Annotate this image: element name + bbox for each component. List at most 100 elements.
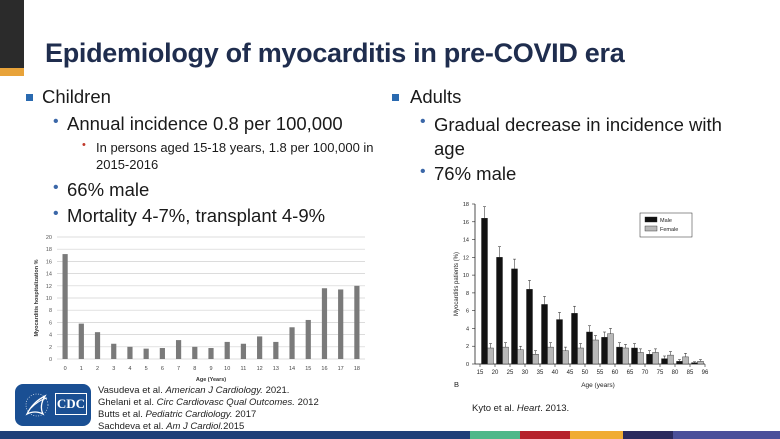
corner-decoration — [0, 0, 24, 68]
bar-male — [526, 289, 533, 365]
x-tick-label: 18 — [354, 366, 360, 372]
children-heading: Children — [42, 86, 111, 107]
bar-female — [547, 346, 554, 365]
x-tick-label: 8 — [193, 366, 196, 372]
footer-color-bar — [0, 431, 780, 439]
bar-male — [571, 313, 578, 365]
y-tick-label: 8 — [49, 308, 52, 314]
bar-female — [517, 349, 524, 365]
sub-bullet-teen-incidence: In persons aged 15-18 years, 1.8 per 100… — [96, 140, 374, 172]
bullet-dot-icon: • — [420, 113, 426, 130]
y-tick-label: 2 — [49, 345, 52, 351]
y-tick-label: 0 — [466, 362, 469, 368]
x-axis-title: Age (years) — [581, 382, 615, 389]
y-tick-label: 10 — [463, 273, 469, 279]
bar — [175, 340, 182, 359]
x-tick-label: 3 — [112, 366, 115, 372]
y-tick-label: 4 — [466, 326, 469, 332]
bar — [192, 346, 198, 359]
y-tick-label: 6 — [49, 320, 52, 326]
x-tick-label: 2 — [96, 366, 99, 372]
bar-male — [691, 362, 698, 365]
bar-female — [577, 347, 584, 365]
bar-male — [646, 354, 653, 365]
x-tick-label: 25 — [507, 370, 514, 376]
x-tick-label: 15 — [477, 370, 484, 376]
legend-swatch — [644, 225, 658, 232]
y-tick-label: 14 — [46, 272, 52, 278]
y-tick-label: 16 — [46, 259, 52, 265]
y-tick-label: 12 — [463, 255, 469, 261]
bar-male — [556, 319, 563, 365]
bullet-male-percent: 66% male — [67, 179, 150, 200]
footer-segment — [570, 431, 623, 439]
bar — [224, 341, 230, 359]
footer-segment — [623, 431, 673, 439]
x-tick-label: 17 — [338, 366, 344, 372]
bar — [354, 285, 360, 359]
bar-female — [682, 356, 689, 365]
x-tick-label: 4 — [128, 366, 131, 372]
x-tick-label: 40 — [552, 370, 559, 376]
bullet-dot-icon: • — [420, 163, 426, 180]
bar-female — [622, 347, 629, 365]
bullet-dot-icon: • — [53, 179, 59, 196]
x-tick-label: 85 — [687, 370, 694, 376]
reference-item: Vasudeva et al. American J Cardiology. 2… — [98, 385, 290, 396]
bar-male — [496, 257, 503, 365]
footer-segment — [673, 431, 780, 439]
y-tick-label: 18 — [46, 247, 52, 253]
x-tick-label: 50 — [582, 370, 589, 376]
bar-male — [511, 268, 518, 365]
bar — [62, 254, 68, 359]
x-tick-label: 6 — [161, 366, 164, 372]
sub-bullet-icon: • — [82, 139, 86, 151]
bullet-annual-incidence: Annual incidence 0.8 per 100,000 — [67, 113, 343, 134]
square-bullet-icon — [392, 94, 399, 101]
bar — [94, 332, 101, 359]
bar — [127, 346, 133, 359]
reference-item: Sachdeva et al. Am J Cardiol.2015 — [98, 421, 245, 432]
bar-female — [487, 347, 494, 365]
y-tick-label: 12 — [46, 284, 52, 290]
x-tick-label: 45 — [567, 370, 574, 376]
reference-item: Ghelani et al. Circ Cardiovasc Qual Outc… — [98, 397, 319, 408]
bar-female — [562, 350, 569, 365]
y-axis-title: Myocarditis hospitalization % — [34, 259, 40, 336]
adult-myocarditis-chart: 0 2 4 6 8 10 12 14 16 18 15 20 25 30 35 40 45 50 55 60 65 70 7… — [454, 202, 709, 389]
reference-item: Butts et al. Pediatric Cardiology. 2017 — [98, 409, 257, 420]
y-tick-label: 16 — [463, 220, 469, 226]
reference-item-kyto: Kyto et al. Heart. 2013. — [472, 403, 570, 414]
y-tick-label: 2 — [466, 344, 469, 350]
bar-male — [481, 218, 488, 365]
x-tick-label: 11 — [241, 366, 247, 372]
corner-accent — [0, 68, 24, 76]
panel-label: B — [454, 380, 459, 389]
bar-female — [652, 352, 659, 365]
bar-female — [592, 339, 599, 365]
x-tick-label: 9 — [209, 366, 212, 372]
bar — [321, 288, 328, 359]
x-tick-label: 15 — [305, 366, 311, 372]
footer-segment — [520, 431, 570, 439]
bullet-dot-icon: • — [53, 205, 59, 222]
bar-male — [676, 361, 683, 365]
legend-label: Female — [660, 227, 678, 233]
x-tick-label: 7 — [177, 366, 180, 372]
x-tick-label: 5 — [145, 366, 148, 372]
bar-female — [502, 346, 509, 365]
slide-title: Epidemiology of myocarditis in pre-COVID… — [45, 38, 625, 68]
legend-swatch — [644, 216, 658, 223]
y-tick-label: 14 — [463, 238, 469, 244]
y-tick-label: 20 — [46, 235, 52, 241]
bar — [240, 343, 247, 359]
x-tick-label: 10 — [224, 366, 230, 372]
x-tick-label: 30 — [522, 370, 529, 376]
bar-male — [586, 331, 593, 365]
x-tick-label: 20 — [492, 370, 499, 376]
bar-female — [637, 352, 644, 365]
bar — [78, 323, 84, 359]
y-tick-label: 6 — [466, 309, 469, 315]
x-tick-label: 60 — [612, 370, 619, 376]
bar — [289, 327, 295, 359]
